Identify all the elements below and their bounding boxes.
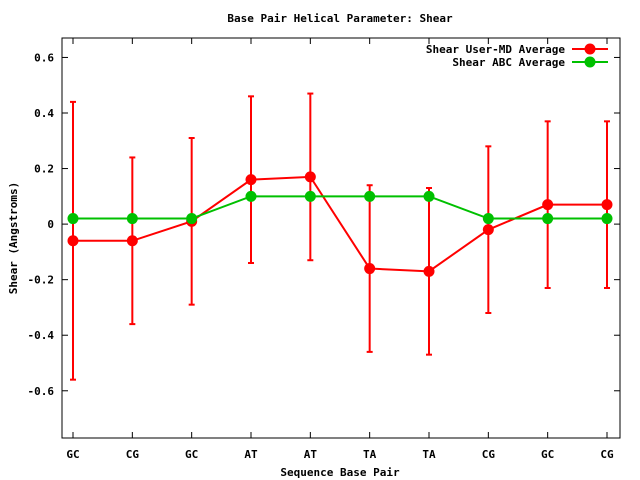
y-axis-label: Shear (Angstroms) [7,182,20,295]
data-point [364,263,376,275]
data-point [423,190,435,202]
x-tick-label: CG [600,448,614,461]
x-tick-label: GC [66,448,79,461]
data-point [423,265,435,277]
y-tick-label: -0.4 [28,329,55,342]
x-tick-label: TA [363,448,377,461]
series-2 [67,190,613,225]
legend-label: Shear ABC Average [452,56,565,69]
series-layer [67,92,613,381]
legend-label: Shear User-MD Average [426,43,565,56]
data-point [126,213,138,225]
plot-frame [61,37,621,439]
data-point [601,199,613,211]
y-tick-label: 0.4 [34,107,54,120]
x-tick-label: GC [185,448,198,461]
data-point [186,213,198,225]
series-1 [67,92,613,381]
series-line [73,175,607,273]
y-tick-label: 0 [47,218,54,231]
data-point [245,190,257,202]
chart-title: Base Pair Helical Parameter: Shear [227,12,453,25]
data-point [126,235,138,247]
data-point [482,213,494,225]
data-point [601,213,613,225]
x-tick-label: TA [422,448,436,461]
data-point [304,190,316,202]
data-point [482,224,494,236]
data-point [364,190,376,202]
data-point [67,235,79,247]
legend-item: Shear User-MD Average [426,43,608,56]
data-point [67,213,79,225]
x-tick-label: CG [126,448,140,461]
x-tick-label: GC [541,448,554,461]
x-tick-label: CG [482,448,496,461]
y-axis: -0.6 -0.4 -0.2 0 0.2 0.4 0.6 [28,51,620,398]
series-line [73,195,607,220]
y-tick-label: -0.6 [28,385,55,398]
x-axis-label: Sequence Base Pair [280,466,400,479]
x-tick-label: AT [304,448,318,461]
x-axis: GC CG GC AT AT TA TA CG GC CG [66,38,614,461]
y-tick-label: 0.6 [34,51,54,64]
legend-swatch-marker [584,56,596,68]
data-point [304,171,316,183]
legend-swatch-marker [584,43,596,55]
data-point [245,174,257,186]
data-point [542,213,554,225]
y-tick-label: -0.2 [28,274,55,287]
data-point [542,199,554,211]
y-tick-label: 0.2 [34,163,54,176]
legend-item: Shear ABC Average [452,56,608,69]
x-tick-label: AT [244,448,258,461]
